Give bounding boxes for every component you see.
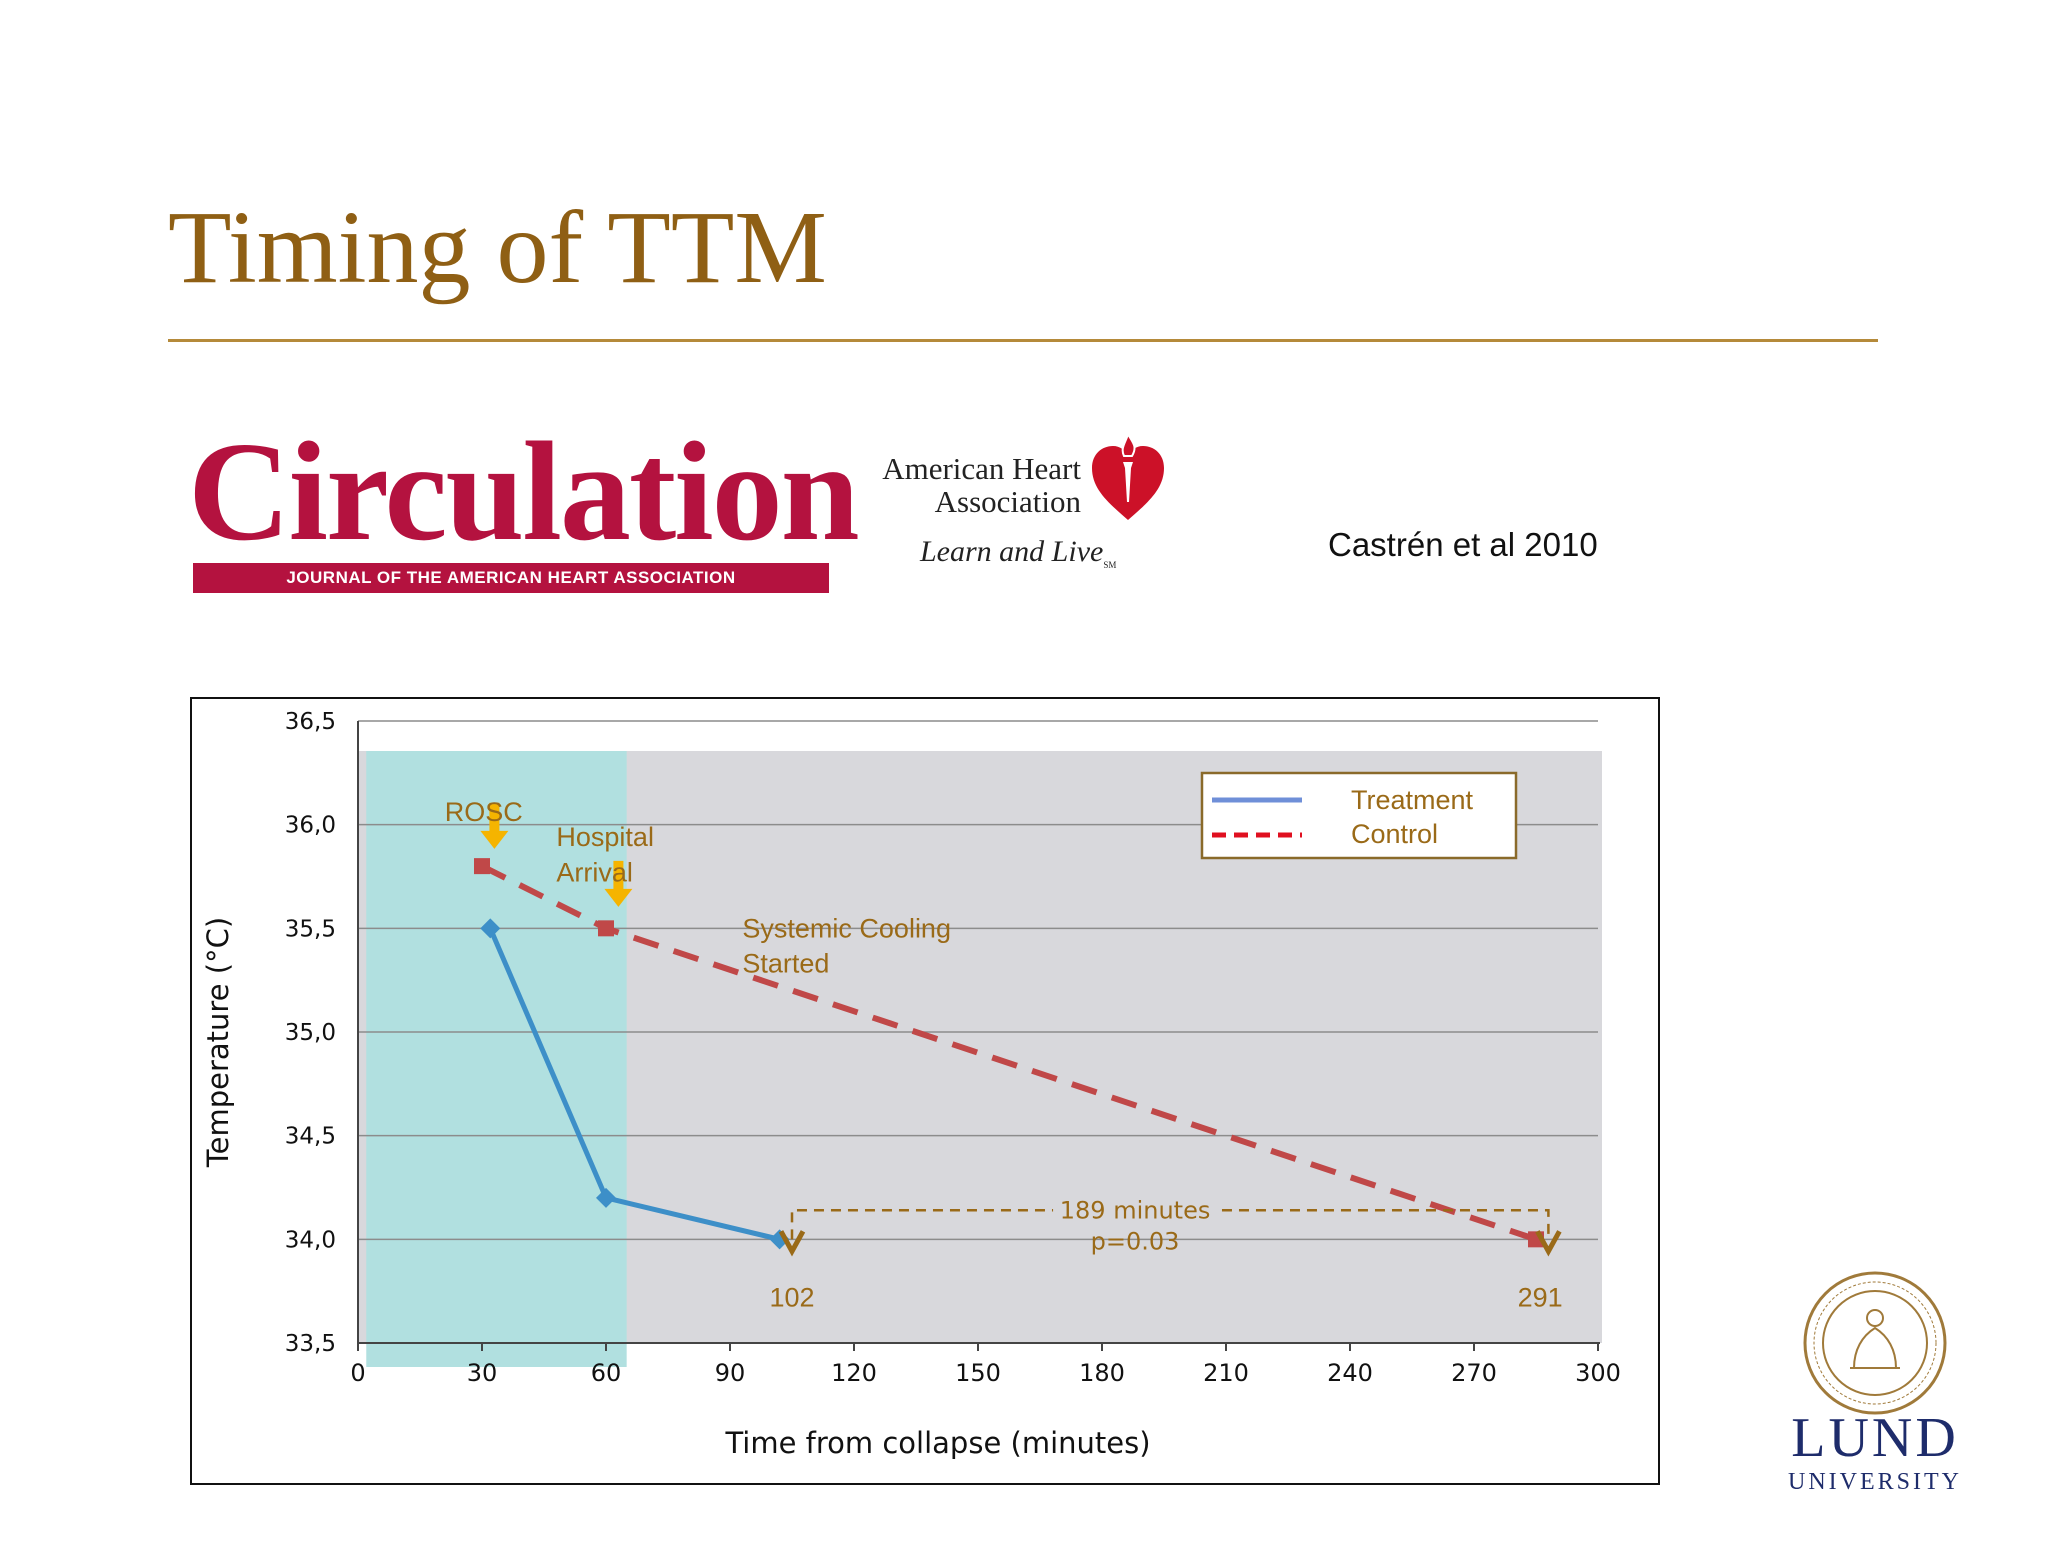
y-tick-label: 34,5	[285, 1124, 336, 1150]
x-tick-label: 300	[1575, 1359, 1621, 1387]
x-tick-label: 150	[955, 1359, 1001, 1387]
yellow-arrow-shaft	[613, 860, 624, 891]
yellow-arrow-head	[604, 888, 633, 907]
heart-torch-icon	[1092, 432, 1164, 520]
x-tick-label: 30	[467, 1359, 498, 1387]
title-divider	[168, 339, 1878, 342]
annotation-hospital-arrival-line2: Arrival	[556, 857, 633, 887]
slide-title: Timing of TTM	[168, 190, 827, 305]
annotation-hospital-arrival-line1: Hospital	[556, 822, 654, 852]
annotation-p-value: p=0.03	[1091, 1227, 1180, 1255]
x-tick-label: 270	[1451, 1359, 1497, 1387]
control-point	[598, 920, 614, 937]
y-tick-label: 36,0	[285, 813, 336, 839]
circulation-journal-tagline: JOURNAL OF THE AMERICAN HEART ASSOCIATIO…	[193, 563, 829, 593]
legend-box	[1200, 771, 1518, 860]
legend-label-control: Control	[1351, 819, 1438, 849]
control-point	[474, 858, 490, 875]
university-seal-icon	[1803, 1271, 1947, 1415]
x-tick-label: 60	[591, 1359, 622, 1387]
citation: Castrén et al 2010	[1328, 526, 1598, 563]
treatment-point	[769, 1229, 790, 1250]
brown-arrow-head	[778, 1230, 806, 1257]
lund-wordmark-line2: UNIVERSITY	[1788, 1469, 1962, 1495]
y-tick-label: 36,5	[285, 709, 336, 735]
annotation-rosc: ROSC	[445, 797, 523, 827]
brown-arrow-head	[1535, 1230, 1562, 1257]
y-axis-label: Temperature (°C)	[201, 917, 235, 1168]
yellow-arrow-head	[480, 830, 509, 849]
y-tick-label: 33,5	[285, 1331, 336, 1357]
legend-label-treatment: Treatment	[1351, 785, 1474, 815]
treatment-point	[596, 1187, 616, 1208]
x-tick-label: 0	[350, 1359, 365, 1387]
y-tick-label: 35,5	[285, 916, 336, 942]
x-tick-label: 180	[1079, 1359, 1125, 1387]
aha-tagline: Learn and LiveSM	[920, 535, 1117, 570]
x-tick-label: 240	[1327, 1359, 1373, 1387]
lund-wordmark-line1: LUND	[1791, 1407, 1959, 1469]
annotation-189-minutes: 189 minutes	[1060, 1196, 1211, 1224]
circulation-journal-logo: Circulation	[188, 412, 860, 570]
bracket-label-background	[1053, 1192, 1218, 1227]
annotation-102: 102	[769, 1282, 814, 1312]
annotation-systemic-cooling-line2: Started	[742, 949, 829, 979]
aha-tagline-text: Learn and Live	[920, 535, 1104, 568]
x-tick-label: 90	[715, 1359, 746, 1387]
interval-bracket	[790, 1209, 1550, 1240]
lund-university-wordmark: LUND UNIVERSITY	[1786, 1410, 1964, 1494]
yellow-arrow-shaft	[489, 802, 500, 833]
x-tick-label: 210	[1203, 1359, 1249, 1387]
annotation-systemic-cooling-line1: Systemic Cooling	[742, 913, 951, 943]
temperature-chart: 33,5 34,0 34,5 35,0 35,5 36,0 36,5 0 30 60 90 120 15…	[201, 709, 1621, 1460]
aha-name: American Heart Association	[882, 451, 1081, 519]
x-axis-label: Time from collapse (minutes)	[724, 1426, 1150, 1460]
shaded-region	[366, 751, 627, 1367]
y-tick-label: 34,0	[285, 1227, 336, 1253]
annotation-291: 291	[1518, 1282, 1563, 1312]
y-tick-label: 35,0	[285, 1020, 336, 1046]
x-tick-label: 120	[831, 1359, 877, 1387]
treatment-point	[480, 918, 501, 939]
